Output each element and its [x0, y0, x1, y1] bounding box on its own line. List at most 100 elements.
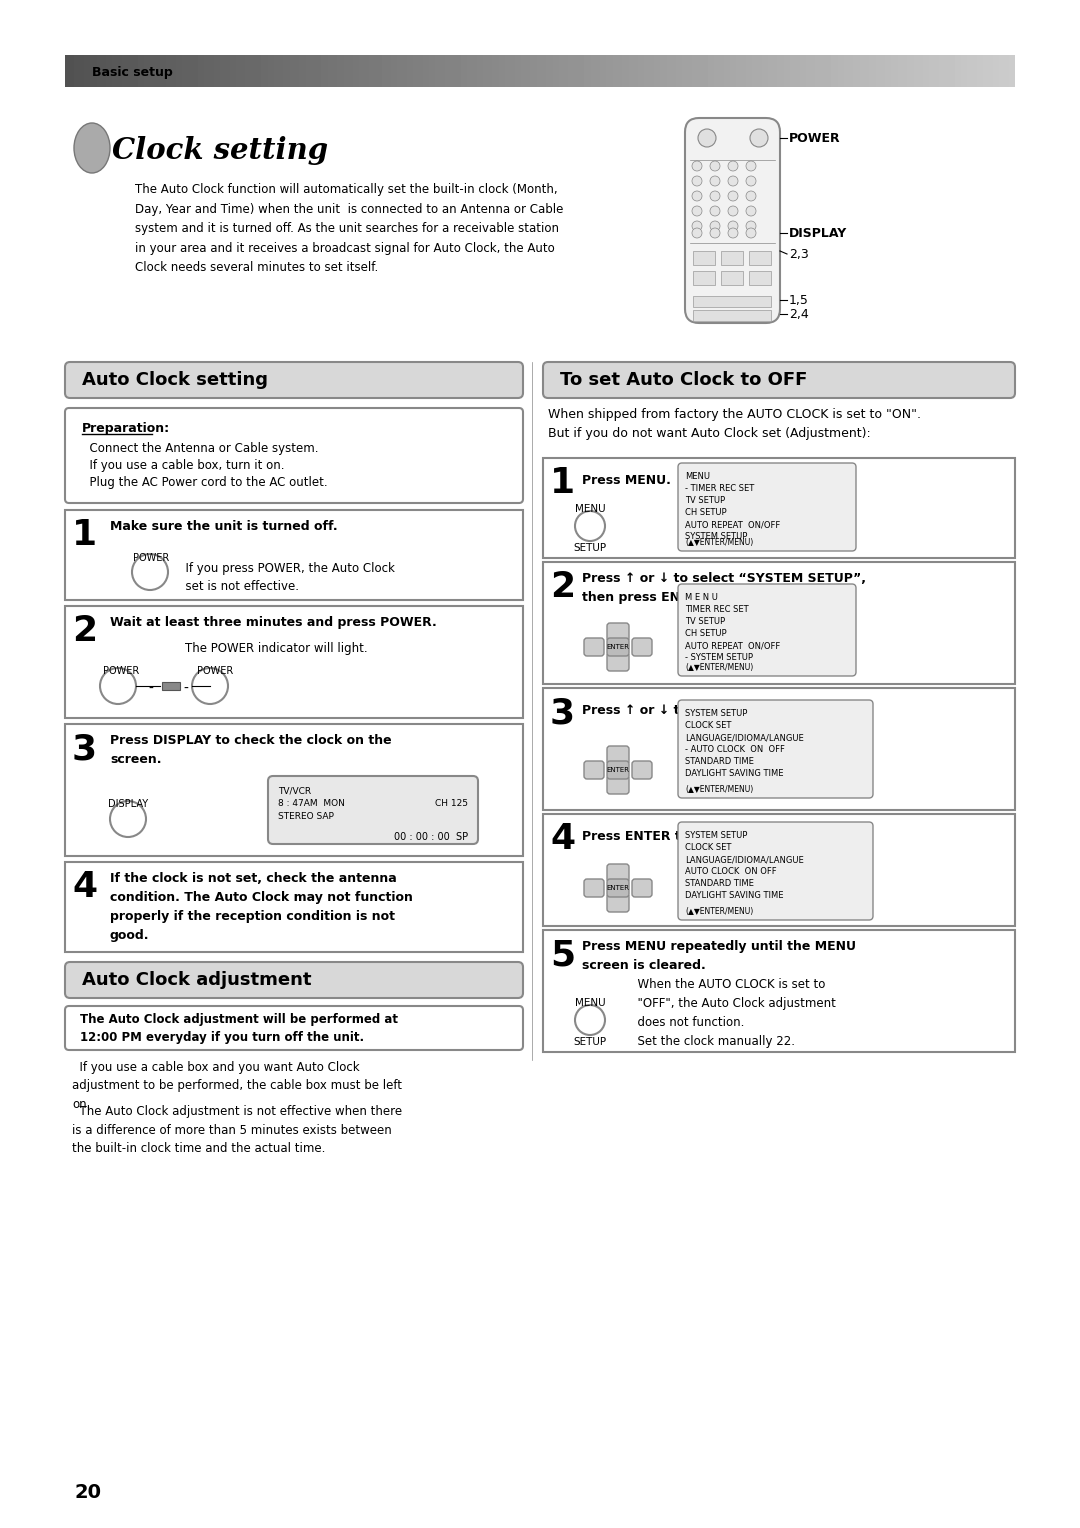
FancyBboxPatch shape: [678, 822, 873, 920]
FancyBboxPatch shape: [65, 724, 523, 856]
Text: TV/VCR: TV/VCR: [278, 785, 311, 795]
Text: TV SETUP: TV SETUP: [685, 497, 725, 504]
Text: LANGUAGE/IDIOMA/LANGUE: LANGUAGE/IDIOMA/LANGUE: [685, 856, 804, 863]
FancyBboxPatch shape: [543, 814, 1015, 926]
Circle shape: [746, 228, 756, 238]
Text: STANDARD TIME: STANDARD TIME: [685, 879, 754, 888]
Text: -: -: [183, 681, 188, 695]
Circle shape: [728, 176, 738, 186]
Circle shape: [100, 668, 136, 704]
Text: (▲▼ENTER/MENU): (▲▼ENTER/MENU): [685, 785, 753, 795]
Circle shape: [692, 206, 702, 215]
Text: If you use a cable box, turn it on.: If you use a cable box, turn it on.: [82, 458, 284, 472]
Text: TV SETUP: TV SETUP: [685, 617, 725, 626]
Text: SETUP: SETUP: [573, 1038, 607, 1047]
FancyBboxPatch shape: [65, 510, 523, 601]
Text: Preparation:: Preparation:: [82, 422, 171, 435]
FancyBboxPatch shape: [65, 862, 523, 952]
Text: Make sure the unit is turned off.: Make sure the unit is turned off.: [110, 520, 338, 533]
Text: STANDARD TIME: STANDARD TIME: [685, 756, 754, 766]
FancyBboxPatch shape: [543, 931, 1015, 1051]
Text: MENU: MENU: [575, 998, 605, 1008]
Circle shape: [692, 160, 702, 171]
Text: Plug the AC Power cord to the AC outlet.: Plug the AC Power cord to the AC outlet.: [82, 477, 327, 489]
Text: (▲▼ENTER/MENU): (▲▼ENTER/MENU): [685, 663, 753, 672]
Text: STEREO SAP: STEREO SAP: [278, 811, 334, 821]
Text: 5: 5: [550, 938, 576, 972]
Circle shape: [746, 206, 756, 215]
Text: The Auto Clock adjustment will be performed at
12:00 PM everyday if you turn off: The Auto Clock adjustment will be perfor…: [80, 1013, 399, 1044]
FancyBboxPatch shape: [693, 296, 771, 307]
Ellipse shape: [75, 122, 110, 173]
FancyBboxPatch shape: [607, 863, 629, 882]
Text: When the AUTO CLOCK is set to
  "OFF", the Auto Clock adjustment
  does not func: When the AUTO CLOCK is set to "OFF", the…: [630, 978, 836, 1048]
Text: 2,4: 2,4: [789, 307, 809, 321]
Text: CH SETUP: CH SETUP: [685, 507, 727, 516]
Circle shape: [728, 222, 738, 231]
FancyBboxPatch shape: [693, 270, 715, 286]
Text: AUTO REPEAT  ON/OFF: AUTO REPEAT ON/OFF: [685, 520, 780, 529]
FancyBboxPatch shape: [65, 408, 523, 503]
Text: (▲▼ENTER/MENU): (▲▼ENTER/MENU): [685, 908, 753, 915]
Circle shape: [192, 668, 228, 704]
Text: POWER: POWER: [789, 131, 840, 145]
Circle shape: [575, 1005, 605, 1034]
Text: CH 125: CH 125: [435, 799, 468, 808]
Circle shape: [110, 801, 146, 837]
Text: MENU: MENU: [575, 504, 605, 513]
Text: - TIMER REC SET: - TIMER REC SET: [685, 484, 754, 494]
Text: ENTER: ENTER: [607, 643, 630, 649]
Text: ENTER: ENTER: [607, 885, 630, 891]
Text: Wait at least three minutes and press POWER.: Wait at least three minutes and press PO…: [110, 616, 436, 630]
FancyBboxPatch shape: [607, 894, 629, 912]
Text: SYSTEM SETUP: SYSTEM SETUP: [685, 709, 747, 718]
Circle shape: [692, 191, 702, 202]
Text: 3: 3: [550, 695, 576, 730]
FancyBboxPatch shape: [543, 458, 1015, 558]
Text: Auto Clock setting: Auto Clock setting: [82, 371, 268, 390]
Text: - AUTO CLOCK  ON  OFF: - AUTO CLOCK ON OFF: [685, 746, 785, 753]
Text: AUTO REPEAT  ON/OFF: AUTO REPEAT ON/OFF: [685, 642, 780, 649]
Circle shape: [710, 160, 720, 171]
Text: Auto Clock adjustment: Auto Clock adjustment: [82, 970, 311, 989]
FancyBboxPatch shape: [65, 963, 523, 998]
FancyBboxPatch shape: [607, 623, 629, 642]
Text: TIMER REC SET: TIMER REC SET: [685, 605, 748, 614]
Circle shape: [692, 176, 702, 186]
FancyBboxPatch shape: [584, 879, 604, 897]
Circle shape: [728, 228, 738, 238]
Circle shape: [746, 222, 756, 231]
Circle shape: [575, 510, 605, 541]
FancyBboxPatch shape: [678, 584, 856, 675]
Circle shape: [710, 228, 720, 238]
Circle shape: [746, 160, 756, 171]
Text: The Auto Clock function will automatically set the built-in clock (Month,
Day, Y: The Auto Clock function will automatical…: [135, 183, 564, 274]
FancyBboxPatch shape: [268, 776, 478, 843]
Text: LANGUAGE/IDIOMA/LANGUE: LANGUAGE/IDIOMA/LANGUE: [685, 733, 804, 743]
Text: -: -: [148, 681, 153, 695]
Circle shape: [750, 128, 768, 147]
Circle shape: [698, 128, 716, 147]
Text: If the clock is not set, check the antenna
condition. The Auto Clock may not fun: If the clock is not set, check the anten…: [110, 872, 413, 941]
Text: 3: 3: [72, 732, 97, 766]
Text: 4: 4: [550, 822, 576, 856]
FancyBboxPatch shape: [543, 688, 1015, 810]
Text: 20: 20: [75, 1482, 102, 1502]
FancyBboxPatch shape: [607, 639, 629, 656]
FancyBboxPatch shape: [162, 681, 180, 691]
Circle shape: [132, 555, 168, 590]
Text: CLOCK SET: CLOCK SET: [685, 843, 731, 853]
Text: The Auto Clock adjustment is not effective when there
is a difference of more th: The Auto Clock adjustment is not effecti…: [72, 1105, 402, 1155]
FancyBboxPatch shape: [721, 270, 743, 286]
FancyBboxPatch shape: [632, 761, 652, 779]
FancyBboxPatch shape: [584, 639, 604, 656]
FancyBboxPatch shape: [693, 251, 715, 264]
FancyBboxPatch shape: [750, 251, 771, 264]
Text: DISPLAY: DISPLAY: [789, 226, 847, 240]
FancyBboxPatch shape: [543, 562, 1015, 685]
Text: CH SETUP: CH SETUP: [685, 630, 727, 639]
Text: 2: 2: [550, 570, 576, 604]
FancyBboxPatch shape: [607, 761, 629, 779]
Text: SYSTEM SETUP: SYSTEM SETUP: [685, 831, 747, 840]
Text: If you press POWER, the Auto Clock
  set is not effective.: If you press POWER, the Auto Clock set i…: [178, 562, 395, 593]
